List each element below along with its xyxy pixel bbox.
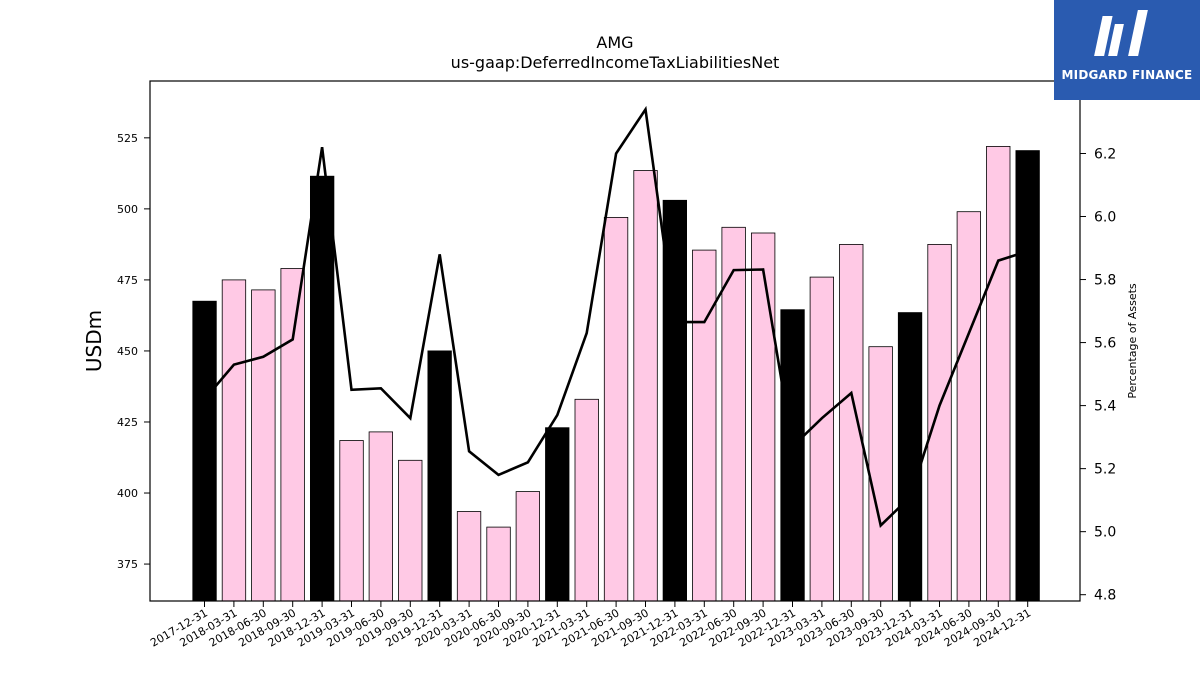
bar-2021-06-30: [603, 216, 629, 602]
y2-tick-label: 5.2: [1094, 462, 1116, 478]
percentage-line: [203, 105, 1029, 528]
y2-tick-label: 5.6: [1094, 336, 1116, 352]
bar-2022-12-31: [780, 309, 805, 602]
y-tick-label: 425: [117, 416, 138, 429]
bar-2022-03-31: [692, 249, 717, 602]
y2-tick-label: 5.0: [1094, 525, 1116, 541]
bar-2024-06-30: [956, 211, 981, 602]
y2-tick-label: 4.8: [1094, 588, 1116, 604]
logo-mark-icon: [1094, 10, 1148, 56]
bar-2018-12-31: [309, 175, 335, 602]
brand-logo: MIDGARD FINANCE: [1054, 0, 1200, 100]
plot-frame: [149, 80, 1081, 602]
y-tick-label: 525: [117, 132, 138, 145]
bar-2019-12-31: [427, 350, 452, 602]
bar-2018-09-30: [280, 268, 305, 602]
right-axis: 4.8 5.0 5.2 5.4 5.6 5.8 6.0 6.2: [1080, 146, 1116, 604]
y-tick-label: 500: [117, 203, 138, 216]
bar-2024-09-30: [986, 145, 1011, 602]
bar-2023-03-31: [809, 276, 834, 602]
y-axis-label: USDm: [82, 310, 106, 372]
bar-2021-03-31: [574, 398, 599, 602]
bar-2022-09-30: [751, 232, 776, 602]
bar-2023-06-30: [839, 243, 864, 602]
y2-tick-label: 6.0: [1094, 210, 1116, 226]
bar-2018-03-31: [221, 279, 247, 602]
y-tick-label: 450: [117, 345, 138, 358]
bar-2023-12-31: [897, 312, 923, 602]
bar-2019-06-30: [368, 431, 394, 602]
bar-2020-06-30: [486, 526, 511, 602]
bar-2020-12-31: [545, 427, 570, 602]
bar-2023-09-30: [868, 346, 893, 602]
bar-2021-09-30: [633, 170, 658, 602]
y-tick-label: 375: [117, 558, 138, 571]
bar-2018-06-30: [251, 289, 276, 602]
line-group: [203, 105, 1029, 528]
bar-2019-03-31: [339, 440, 364, 602]
bar-2024-03-31: [927, 243, 952, 602]
bars-group: [192, 145, 1040, 602]
bar-2019-09-30: [398, 459, 423, 602]
y2-tick-label: 5.8: [1094, 273, 1116, 289]
y-tick-label: 400: [117, 487, 138, 500]
y2-axis-label: Percentage of Assets: [1126, 283, 1139, 399]
bar-2020-03-31: [456, 511, 482, 602]
bar-2020-09-30: [515, 491, 540, 602]
y-tick-label: 475: [117, 274, 138, 287]
chart-title: AMG: [596, 33, 634, 52]
chart-subtitle: us-gaap:DeferredIncomeTaxLiabilitiesNet: [450, 53, 780, 72]
bar-2024-12-31: [1015, 150, 1040, 602]
left-axis: 375 400 425 450 475 500 525: [117, 132, 150, 571]
logo-text: MIDGARD FINANCE: [1061, 68, 1193, 82]
bar-2017-12-31: [192, 300, 217, 602]
y2-tick-label: 5.4: [1094, 399, 1116, 415]
y2-tick-label: 6.2: [1094, 146, 1116, 162]
x-axis: 2017-12-312018-03-312018-06-302018-09-30…: [148, 601, 1033, 650]
